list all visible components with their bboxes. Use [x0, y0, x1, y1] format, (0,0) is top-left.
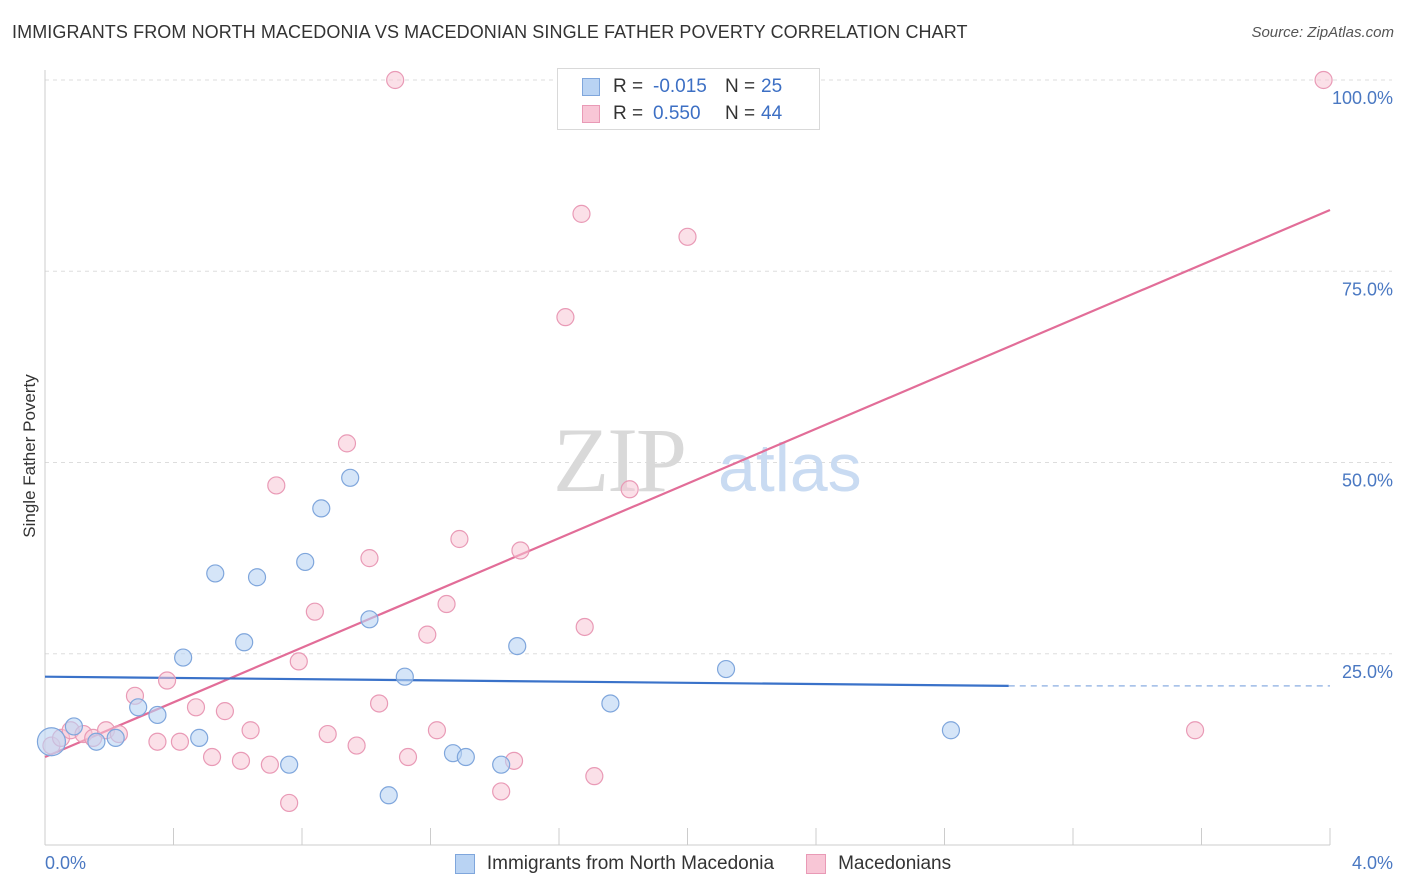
north-macedonia-point: [36, 727, 67, 757]
north-macedonia-point: [206, 564, 225, 583]
legend-item-macedonians: Macedonians: [806, 853, 951, 875]
macedonians-point: [678, 227, 697, 246]
macedonians-point: [170, 732, 190, 751]
north-macedonia-point: [716, 659, 736, 679]
macedonians-point: [202, 747, 222, 767]
legend-label-north-macedonia: Immigrants from North Macedonia: [486, 853, 775, 874]
macedonians-point: [215, 702, 234, 721]
y-tick-label: 100.0%: [1332, 88, 1393, 108]
macedonians-point: [289, 652, 308, 671]
macedonians-point: [620, 480, 639, 499]
legend-r-label: R =: [613, 76, 644, 97]
macedonians-point: [370, 694, 389, 713]
watermark-atlas: atlas: [718, 430, 862, 506]
watermark-zip: ZIP: [553, 409, 685, 511]
macedonians-point: [386, 70, 405, 90]
macedonians-point: [511, 541, 530, 560]
macedonians-point: [575, 617, 594, 637]
y-axis-label: Single Father Poverty: [20, 374, 39, 538]
north-macedonia-point: [456, 747, 475, 767]
macedonians-point: [427, 721, 447, 740]
north-macedonia-point: [190, 728, 209, 748]
macedonians-point: [585, 767, 604, 786]
axes: [44, 70, 1331, 846]
trend-lines: [44, 209, 1331, 759]
macedonians-points: [42, 70, 1333, 813]
legend-swatch-pink: [582, 105, 600, 123]
macedonians-point: [360, 549, 379, 568]
tick-labels: 25.0% 50.0% 75.0% 100.0% 0.0% 4.0%: [45, 88, 1393, 873]
macedonians-point: [398, 747, 418, 767]
macedonians-point: [318, 724, 337, 744]
macedonians-point: [241, 721, 260, 740]
north-macedonia-points: [36, 468, 961, 805]
macedonians-point: [556, 308, 575, 327]
legend-n-label: N =: [725, 76, 756, 97]
correlation-legend: R = -0.015 N = 25 R = 0.550 N = 44: [557, 68, 820, 130]
x-tick-label: 0.0%: [45, 853, 86, 873]
grid-lines: [45, 79, 1392, 655]
macedonians-point: [492, 782, 511, 801]
legend-swatch-blue: [582, 78, 600, 96]
macedonians-trend-line: [44, 209, 1331, 759]
macedonians-point: [231, 751, 251, 770]
legend-label-macedonians: Macedonians: [838, 853, 952, 874]
chart-title: IMMIGRANTS FROM NORTH MACEDONIA VS MACED…: [12, 22, 968, 42]
macedonians-point: [418, 625, 437, 644]
north-macedonia-point: [395, 667, 414, 686]
north-macedonia-point: [129, 698, 148, 717]
legend-row-blue: R = -0.015 N = 25: [582, 75, 782, 99]
legend-n-value: 44: [761, 103, 783, 124]
macedonians-point: [157, 671, 177, 690]
legend-n-value: 25: [761, 76, 783, 97]
north-macedonia-point: [360, 610, 379, 629]
macedonians-point: [186, 698, 206, 717]
y-tick-label: 50.0%: [1342, 471, 1393, 491]
macedonians-point: [450, 529, 469, 549]
north-macedonia-point: [341, 468, 360, 487]
legend-r-label: R =: [613, 103, 644, 124]
legend-row-pink: R = 0.550 N = 44: [582, 102, 782, 126]
macedonians-point: [1185, 721, 1205, 740]
north-macedonia-point: [87, 732, 106, 751]
legend-item-north-macedonia: Immigrants from North Macedonia: [454, 853, 775, 875]
macedonians-point: [280, 793, 299, 813]
legend-n-label: N =: [725, 103, 756, 124]
x-tick-label: 4.0%: [1352, 853, 1393, 873]
north-macedonia-point: [296, 552, 315, 572]
north-macedonia-point: [235, 633, 254, 652]
macedonians-point: [267, 476, 286, 495]
macedonians-point: [437, 594, 456, 614]
north-macedonia-point: [106, 728, 125, 748]
north-macedonia-point: [492, 755, 511, 774]
macedonians-point: [1314, 70, 1333, 90]
watermark: ZIP atlas: [553, 409, 862, 511]
north-macedonia-point: [148, 705, 167, 725]
macedonians-point: [347, 736, 366, 755]
north-macedonia-point: [174, 648, 193, 667]
y-tick-label: 75.0%: [1342, 279, 1393, 299]
north-macedonia-point: [64, 717, 84, 736]
macedonians-point: [337, 434, 357, 453]
macedonians-point: [260, 755, 279, 774]
macedonians-point: [148, 732, 167, 751]
north-macedonia-trend-line: [44, 675, 1009, 687]
north-macedonia-point: [312, 499, 331, 518]
north-macedonia-point: [247, 568, 267, 587]
macedonians-point: [305, 602, 324, 621]
legend-swatch-blue: [454, 854, 475, 874]
north-macedonia-point: [941, 721, 961, 740]
legend-swatch-pink: [806, 854, 827, 874]
y-tick-label: 25.0%: [1342, 662, 1393, 682]
north-macedonia-point: [379, 786, 398, 805]
source-label: Source: ZipAtlas.com: [1251, 24, 1394, 41]
north-macedonia-point: [601, 694, 620, 713]
north-macedonia-point: [280, 755, 299, 774]
legend-r-value: 0.550: [653, 103, 701, 124]
macedonians-point: [572, 204, 591, 223]
series-legend: Immigrants from North Macedonia Macedoni…: [0, 852, 1406, 876]
legend-r-value: -0.015: [653, 76, 707, 97]
north-macedonia-point: [508, 636, 527, 656]
